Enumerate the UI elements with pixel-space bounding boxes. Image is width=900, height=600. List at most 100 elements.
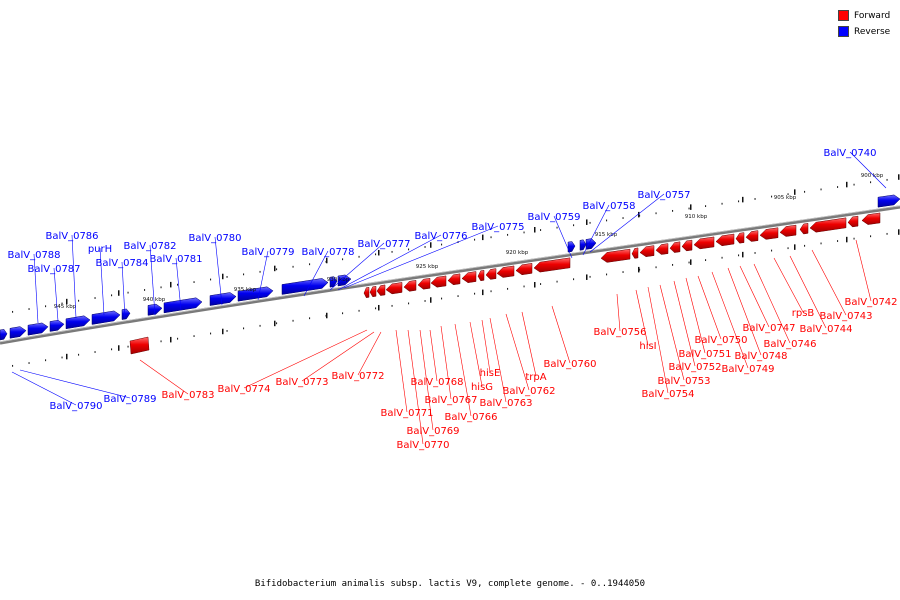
minor-tick-bottom (804, 244, 806, 247)
reverse-gene-arrow (27, 322, 49, 336)
gene-label-balv-0757: BalV_0757 (637, 190, 690, 201)
minor-tick-bottom (705, 259, 707, 262)
minor-tick-top (606, 219, 608, 222)
minor-tick-bottom (589, 275, 591, 278)
forward-gene-arrow (461, 271, 477, 283)
leader-line (303, 250, 329, 297)
reverse-gene-arrow (237, 286, 274, 302)
forward-gene-arrow (447, 273, 461, 286)
minor-tick-bottom (870, 235, 872, 238)
minor-tick-bottom (639, 268, 641, 271)
minor-tick-top (853, 183, 855, 186)
minor-tick-top (111, 294, 113, 297)
minor-tick-top (358, 255, 360, 258)
minor-tick-bottom (688, 261, 690, 264)
forward-gene-arrow (631, 247, 639, 259)
gene-label-balv-0780: BalV_0780 (188, 233, 241, 244)
leader-line (685, 277, 706, 354)
minor-tick-bottom (523, 285, 525, 288)
leader-line (789, 255, 827, 329)
leader-line (551, 305, 571, 364)
leader-line (343, 225, 499, 289)
leader-line (337, 234, 442, 291)
reverse-gene-arrow (567, 241, 576, 253)
minor-tick-top (672, 209, 674, 212)
reverse-gene-arrow (0, 329, 8, 341)
reverse-gene-arrow (147, 303, 163, 316)
major-tick-top (430, 242, 432, 248)
gene-label-hise: hisE (480, 368, 501, 379)
major-tick-top (482, 234, 484, 241)
scale-label: 920 kbp (506, 250, 529, 256)
leader-line (553, 215, 573, 259)
forward-gene-arrow (809, 217, 847, 233)
minor-tick-bottom (672, 263, 674, 266)
gene-label-balv-0742: BalV_0742 (844, 297, 897, 308)
scale-label: 925 kbp (416, 264, 439, 270)
minor-tick-bottom (391, 304, 393, 307)
minor-tick-top (61, 302, 63, 305)
leader-line (419, 329, 434, 431)
reverse-gene-arrow (91, 310, 121, 325)
gene-label-purh: purH (88, 244, 112, 255)
forward-gene-arrow (403, 280, 417, 292)
leader-line (11, 371, 77, 406)
minor-tick-top (622, 217, 624, 219)
scale-ticks (12, 174, 900, 367)
reverse-gene-arrow (209, 292, 237, 306)
legend: Forward Reverse (838, 8, 898, 40)
minor-tick-bottom (622, 271, 624, 273)
leader-line (855, 239, 872, 302)
minor-tick-top (243, 273, 245, 276)
minor-tick-top (655, 212, 657, 215)
gene-label-balv-0779: BalV_0779 (241, 247, 294, 258)
gene-label-balv-0775: BalV_0775 (471, 222, 524, 233)
gene-label-balv-0763: BalV_0763 (479, 398, 532, 409)
gene-label-balv-0748: BalV_0748 (734, 351, 787, 362)
minor-tick-bottom (12, 364, 14, 367)
major-tick-top (846, 181, 848, 188)
leader-line (257, 250, 269, 301)
gene-label-balv-0762: BalV_0762 (502, 386, 555, 397)
gene-label-balv-0774: BalV_0774 (217, 384, 270, 395)
minor-tick-bottom (540, 283, 542, 285)
gene-label-balv-0788: BalV_0788 (7, 250, 60, 261)
minor-tick-bottom (490, 290, 492, 293)
genome-backbone-highlight (0, 205, 900, 343)
minor-tick-top (144, 289, 146, 291)
major-tick-bottom (742, 251, 744, 258)
major-tick-top (378, 249, 380, 256)
minor-tick-top (490, 236, 492, 239)
major-tick-bottom (274, 320, 276, 327)
gene-label-balv-0781: BalV_0781 (149, 254, 202, 265)
minor-tick-bottom (111, 348, 113, 351)
gene-label-balv-0758: BalV_0758 (582, 201, 635, 212)
scale-label: 935 kbp (234, 287, 257, 293)
gene-label-balv-0751: BalV_0751 (678, 349, 731, 360)
gene-label-balv-0771: BalV_0771 (380, 408, 433, 419)
minor-tick-top (276, 268, 278, 271)
minor-tick-top (540, 229, 542, 231)
gene-label-balv-0769: BalV_0769 (406, 426, 459, 437)
minor-tick-bottom (787, 247, 789, 250)
gene-label-balv-0759: BalV_0759 (527, 212, 580, 223)
minor-tick-top (28, 308, 30, 310)
forward-gene-arrow (681, 239, 693, 252)
leader-line (489, 317, 507, 403)
reverse-gene-arrow (9, 326, 27, 339)
scale-label: 930 kbp (327, 277, 350, 283)
scale-label: 940 kbp (143, 297, 166, 303)
gene-label-balv-0767: BalV_0767 (424, 395, 477, 406)
minor-tick-bottom (655, 266, 657, 269)
leader-line (71, 234, 77, 319)
major-tick-bottom (378, 304, 380, 311)
forward-gene-arrow (861, 212, 881, 225)
minor-tick-bottom (853, 237, 855, 240)
major-tick-top (222, 273, 224, 280)
forward-gene-arrow (745, 230, 759, 242)
minor-tick-bottom (754, 252, 756, 254)
minor-tick-top (688, 207, 690, 210)
gene-label-hisg: hisG (471, 382, 493, 393)
forward-gene-arrow (669, 241, 681, 253)
leader-line (53, 267, 59, 322)
